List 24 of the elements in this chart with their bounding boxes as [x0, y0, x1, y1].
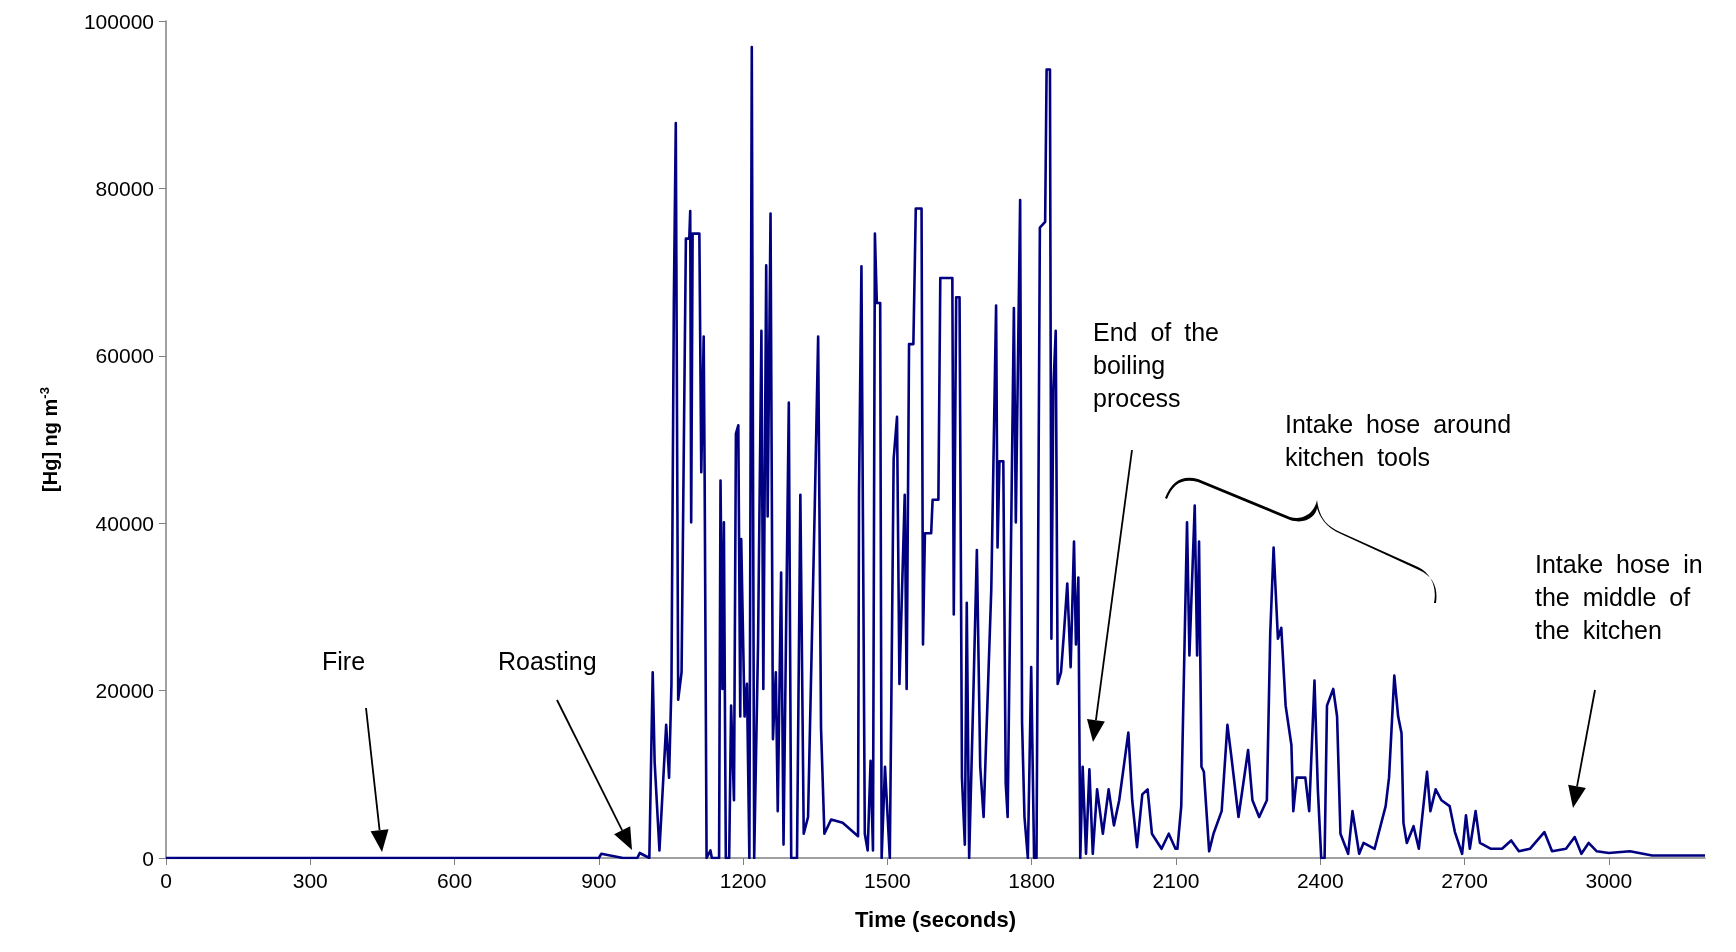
- x-tick-label: 1800: [1008, 869, 1056, 892]
- x-tick-label: 0: [160, 869, 172, 892]
- x-tick-label: 900: [581, 869, 617, 892]
- x-tick-label: 300: [292, 869, 328, 892]
- y-tick-label: 0: [142, 846, 154, 870]
- y-tick-label: 40000: [95, 511, 154, 535]
- annotation: Intake hose in the middle of the kitchen: [1535, 549, 1704, 646]
- x-tick-label: 2100: [1152, 869, 1200, 892]
- annotation: Roasting: [498, 646, 598, 677]
- annotation: Fire: [322, 646, 367, 677]
- y-tick-label: 80000: [95, 176, 154, 200]
- x-tick-label: 600: [437, 869, 473, 892]
- x-tick-label: 1500: [864, 869, 911, 892]
- x-tick-label: 2700: [1441, 869, 1488, 892]
- x-tick-label: 3000: [1585, 869, 1633, 892]
- x-tick-label: 1200: [719, 869, 767, 892]
- annotation: Intake hose around kitchen tools: [1285, 409, 1513, 473]
- x-axis-title: Time (seconds): [855, 906, 1016, 932]
- y-axis-title: [Hg] ng m-3: [37, 387, 61, 492]
- y-tick-label: 20000: [95, 679, 154, 703]
- annotation: End of the boiling process: [1093, 317, 1220, 414]
- y-tick-label: 60000: [95, 344, 154, 368]
- x-tick-label: 2400: [1296, 869, 1344, 892]
- y-tick-label: 100000: [83, 9, 154, 33]
